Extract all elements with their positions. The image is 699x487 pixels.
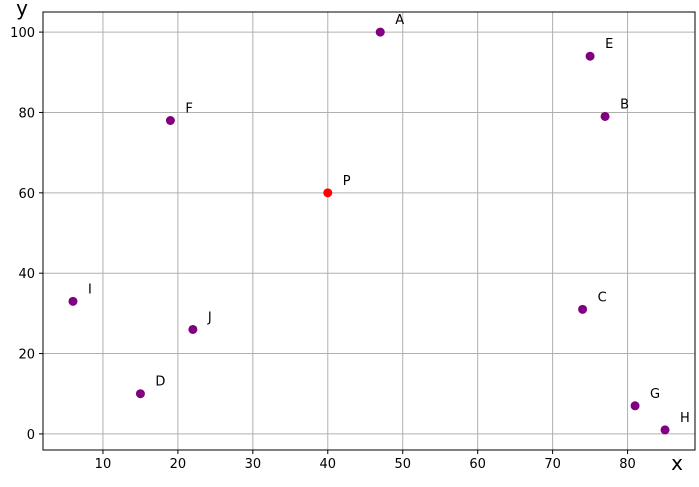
point-label-f: F: [185, 101, 192, 116]
x-tick-label: 40: [320, 457, 337, 472]
plot-frame: [42, 11, 696, 451]
point-p: [323, 188, 333, 198]
y-tick-label: 20: [18, 348, 35, 363]
x-tick-label: 50: [394, 457, 411, 472]
x-axis-label: x: [671, 451, 683, 475]
point-f: [165, 115, 175, 125]
y-tick-label: 100: [10, 26, 35, 41]
y-tick-label: 60: [18, 187, 35, 202]
x-tick-label: 30: [245, 457, 262, 472]
y-axis-label: y: [16, 0, 28, 20]
point-d: [135, 389, 145, 399]
point-label-d: D: [155, 375, 165, 390]
point-a: [375, 27, 385, 37]
x-tick-label: 10: [95, 457, 112, 472]
point-label-e: E: [605, 37, 613, 52]
grid: [43, 12, 695, 450]
point-label-b: B: [620, 97, 629, 112]
point-h: [660, 425, 670, 435]
x-tick-label: 20: [170, 457, 187, 472]
ticks: 10 20 30 40 50 60 70 80 0 20 40 60 80 100: [10, 26, 636, 472]
x-tick-label: 70: [544, 457, 561, 472]
x-tick-label: 80: [619, 457, 636, 472]
point-label-a: A: [395, 13, 404, 28]
point-label-j: J: [207, 310, 212, 325]
point-label-c: C: [598, 290, 607, 305]
point-b: [600, 111, 610, 121]
point-label-h: H: [680, 411, 690, 426]
point-label-i: I: [88, 282, 92, 297]
point-c: [578, 304, 588, 314]
y-tick-label: 0: [27, 428, 35, 443]
points: A B C D E F G H I J P: [68, 13, 690, 435]
point-label-p: P: [343, 174, 351, 189]
point-e: [585, 51, 595, 61]
point-i: [68, 296, 78, 306]
point-label-g: G: [650, 387, 660, 402]
y-tick-label: 80: [18, 106, 35, 121]
y-tick-label: 40: [18, 267, 35, 282]
x-tick-label: 60: [469, 457, 486, 472]
point-j: [188, 324, 198, 334]
point-g: [630, 401, 640, 411]
